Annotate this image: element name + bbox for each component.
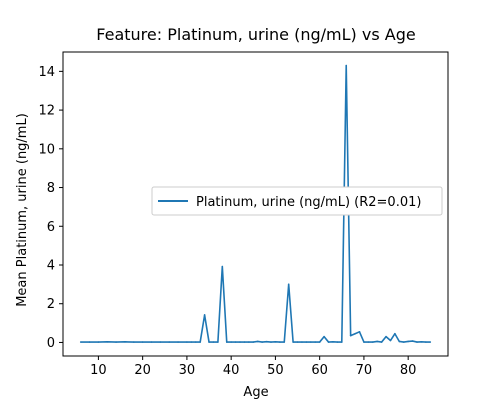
- data-point: [199, 341, 201, 343]
- data-point: [376, 340, 379, 343]
- data-point: [336, 341, 339, 343]
- y-tick-label: 6: [47, 220, 55, 235]
- data-point: [301, 341, 303, 343]
- data-point: [429, 341, 432, 343]
- data-point: [349, 334, 352, 337]
- data-point: [248, 341, 250, 343]
- x-tick-label: 60: [311, 363, 328, 378]
- data-point: [327, 341, 330, 343]
- data-point: [389, 339, 392, 342]
- data-point: [367, 341, 370, 343]
- legend-frame: [151, 186, 443, 216]
- x-axis-label: Age: [243, 385, 268, 400]
- data-point: [305, 341, 308, 343]
- data-point: [332, 341, 334, 343]
- y-axis-label: Mean Platinum, urine (ng/mL): [15, 113, 30, 307]
- data-point: [159, 341, 162, 343]
- data-point: [115, 341, 117, 343]
- data-point: [234, 341, 237, 343]
- x-tick-label: 30: [179, 363, 196, 378]
- data-point: [230, 341, 232, 343]
- data-point: [354, 332, 356, 335]
- plot-area: 10 20 30 40 50 60 70 80 0 2 4 6 8 10 12 14: [38, 51, 449, 378]
- data-point: [79, 341, 82, 343]
- x-tick-label: 10: [90, 363, 107, 378]
- data-point: [416, 341, 418, 343]
- data-point: [380, 341, 383, 343]
- data-point: [420, 341, 423, 343]
- x-tick-label: 80: [400, 363, 417, 378]
- x-tick-label: 40: [223, 363, 240, 378]
- x-tick-label: 50: [267, 363, 284, 378]
- data-point: [88, 341, 91, 343]
- data-point: [124, 341, 126, 343]
- data-point: [314, 341, 317, 343]
- data-point: [411, 340, 414, 342]
- y-tick-label: 2: [47, 297, 55, 312]
- data-point: [133, 341, 135, 343]
- y-tick-label: 14: [38, 65, 55, 80]
- chart-title: Feature: Platinum, urine (ng/mL) vs Age: [96, 25, 415, 44]
- data-point: [150, 341, 153, 343]
- data-point: [261, 341, 263, 343]
- data-point: [221, 265, 224, 268]
- data-point: [252, 341, 255, 343]
- axes-frame: [62, 51, 449, 357]
- y-tick-label: 8: [47, 181, 55, 196]
- data-point: [296, 341, 299, 343]
- data-point: [106, 341, 109, 343]
- data-point: [318, 341, 321, 343]
- data-point: [190, 341, 193, 343]
- data-point: [186, 341, 188, 343]
- legend-label: Platinum, urine (ng/mL) (R2=0.01): [196, 195, 421, 210]
- data-point: [402, 341, 405, 343]
- data-point: [194, 341, 197, 343]
- data-point: [168, 341, 171, 343]
- data-point: [177, 341, 179, 343]
- data-point: [97, 341, 100, 343]
- data-point: [274, 341, 277, 343]
- y-tick-label: 0: [47, 336, 55, 351]
- data-point: [270, 341, 272, 343]
- data-point: [141, 341, 144, 343]
- data-point: [265, 340, 268, 343]
- data-point: [310, 341, 312, 343]
- data-point: [371, 341, 374, 343]
- data-point: [283, 341, 286, 343]
- data-point: [323, 335, 325, 338]
- data-point: [212, 341, 215, 343]
- data-point: [363, 341, 365, 343]
- data-point: [279, 341, 281, 343]
- data-point: [358, 331, 361, 333]
- data-point: [243, 341, 246, 343]
- data-point: [287, 283, 290, 286]
- x-tick-label: 20: [134, 363, 151, 378]
- data-point: [345, 64, 348, 67]
- legend: Platinum, urine (ng/mL) (R2=0.01): [151, 186, 443, 216]
- x-tick-label: 70: [356, 363, 373, 378]
- data-point: [217, 341, 219, 343]
- y-tick-label: 4: [47, 258, 55, 273]
- data-point: [208, 341, 210, 343]
- data-point: [425, 341, 427, 343]
- data-point: [225, 341, 228, 343]
- data-point: [398, 340, 401, 343]
- data-point: [340, 341, 343, 343]
- data-point: [292, 341, 294, 343]
- data-point: [385, 335, 387, 338]
- data-point: [239, 341, 241, 343]
- data-point: [203, 314, 206, 316]
- data-point: [394, 332, 396, 335]
- data-point: [256, 340, 259, 343]
- y-tick-label: 12: [38, 104, 55, 119]
- y-tick-label: 10: [38, 142, 55, 157]
- data-point: [407, 340, 409, 343]
